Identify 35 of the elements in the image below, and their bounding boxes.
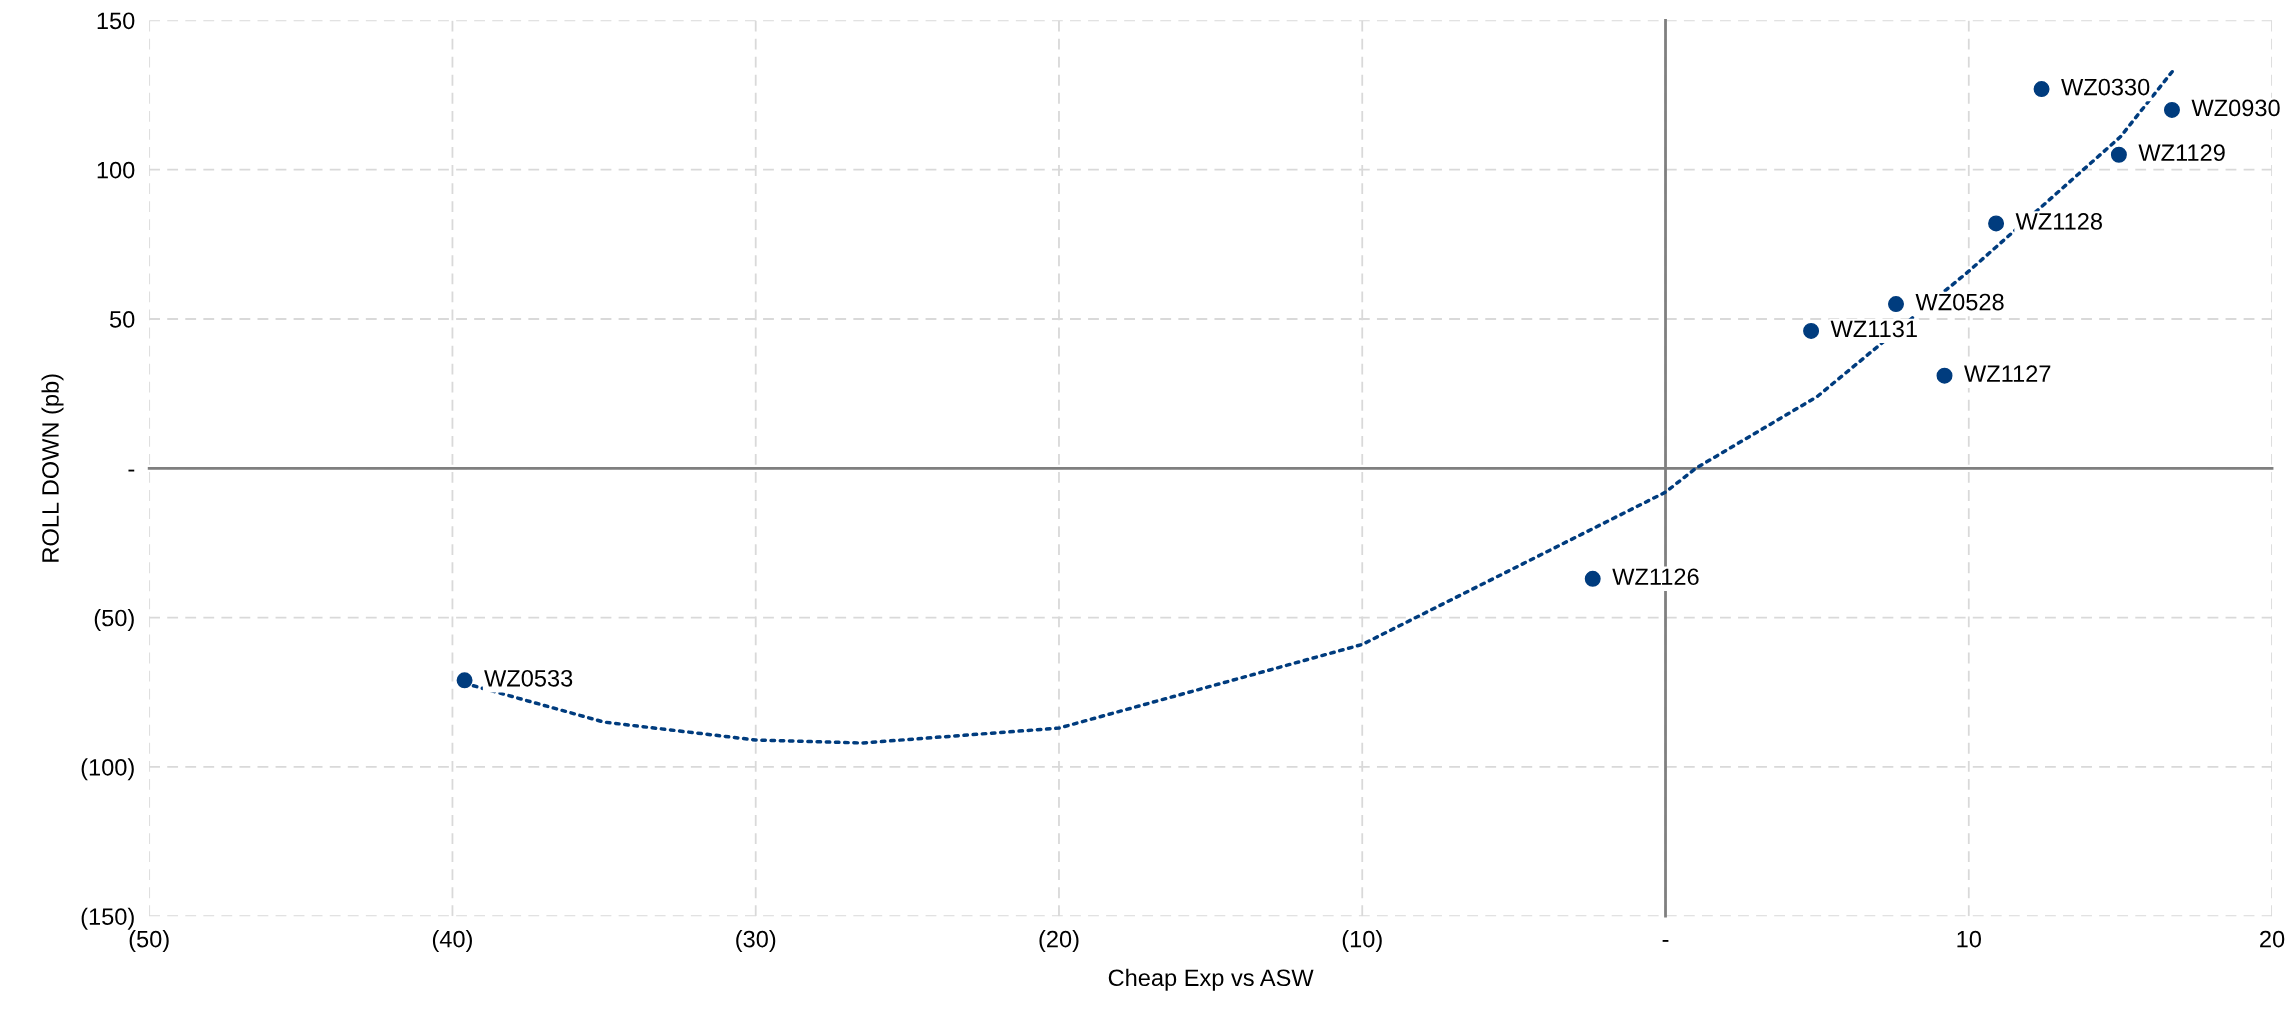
data-label: WZ1126 [1612,568,1699,586]
point [2110,146,2127,163]
x-axis-title: Cheap Exp vs ASW [1108,968,1314,991]
data-label: WZ0930 [2191,99,2280,117]
data-label: WZ1131 [1830,320,1917,338]
x-tick-label: (40) [432,930,472,953]
y-tick-label: (50) [94,609,134,632]
x-tick-label: (10) [1342,930,1382,953]
x-tick-label: (50) [129,930,169,953]
y-tick-label: 50 [109,311,135,328]
point [1988,215,2005,232]
y-tick-label: 100 [97,161,135,179]
data-label: WZ0533 [484,669,573,687]
y-tick-label: (150) [81,907,134,930]
x-tick-label: (30) [736,930,776,953]
y-tick-label: 150 [97,12,135,30]
y-axis-title: ROLL DOWN (pb) [41,374,64,562]
point [1584,570,1601,587]
y-tick-label: - [128,469,135,472]
data-label: WZ1129 [2138,144,2225,162]
point [456,672,473,689]
x-tick-label: - [1662,940,1669,942]
point [1888,296,1904,313]
x-tick-label: (20) [1039,930,1079,953]
x-tick-label: 20 [2260,930,2285,948]
data-label: WZ0528 [1915,293,2004,311]
point [2163,101,2180,118]
data-label: WZ1127 [1964,365,2051,382]
point [2033,81,2050,98]
data-label: WZ0330 [2061,78,2150,96]
y-tick-label: (100) [81,758,134,781]
x-tick-label: 10 [1957,930,1981,948]
point [1803,322,1820,339]
point [1936,367,1953,384]
data-label: WZ1128 [2015,213,2102,230]
